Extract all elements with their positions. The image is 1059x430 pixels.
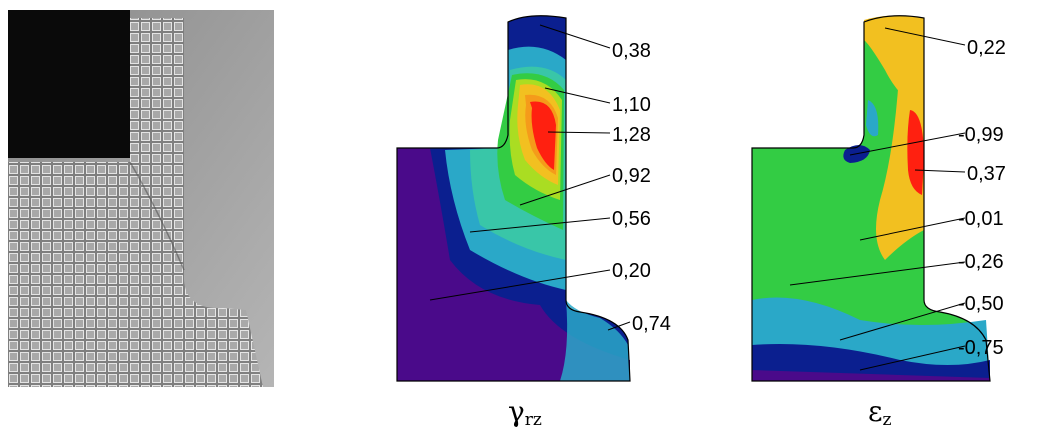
gamma-symbol: γ [508,395,525,428]
gamma-rz-callout-2: 1,10 [612,94,651,116]
eps-z-callout-3: 0,37 [967,163,1006,185]
gamma-rz-callout-4: 0,92 [612,165,651,187]
specimen-photo [8,10,274,387]
eps-z-callout-2: -0,99 [958,124,1004,146]
gamma-rz-caption: γrz [508,398,542,429]
eps-z-callout-7: -0,75 [958,337,1004,359]
gamma-rz-callout-6: 0,20 [612,260,651,282]
gamma-rz-callout-5: 0,56 [612,208,651,230]
eps-z-callout-6: -0,50 [958,293,1004,315]
gamma-rz-callout-3: 1,28 [612,124,651,146]
eps-z-callout-1: 0,22 [967,37,1006,59]
gamma-rz-callout-7: 0,74 [632,313,671,335]
eps-z-leaders [789,27,966,371]
epsilon-subscript: z [882,410,892,430]
gamma-rz-callout-1: 0,38 [612,40,651,62]
gamma-subscript: rz [524,410,542,430]
gamma-rz-leaders [429,24,631,331]
gamma-rz-contour [396,15,631,382]
eps-z-callout-4: -0,01 [958,208,1004,230]
eps-z-contour [751,15,991,382]
eps-z-callout-5: -0,26 [958,251,1004,273]
eps-z-caption: εz [868,398,891,429]
epsilon-symbol: ε [868,395,883,428]
